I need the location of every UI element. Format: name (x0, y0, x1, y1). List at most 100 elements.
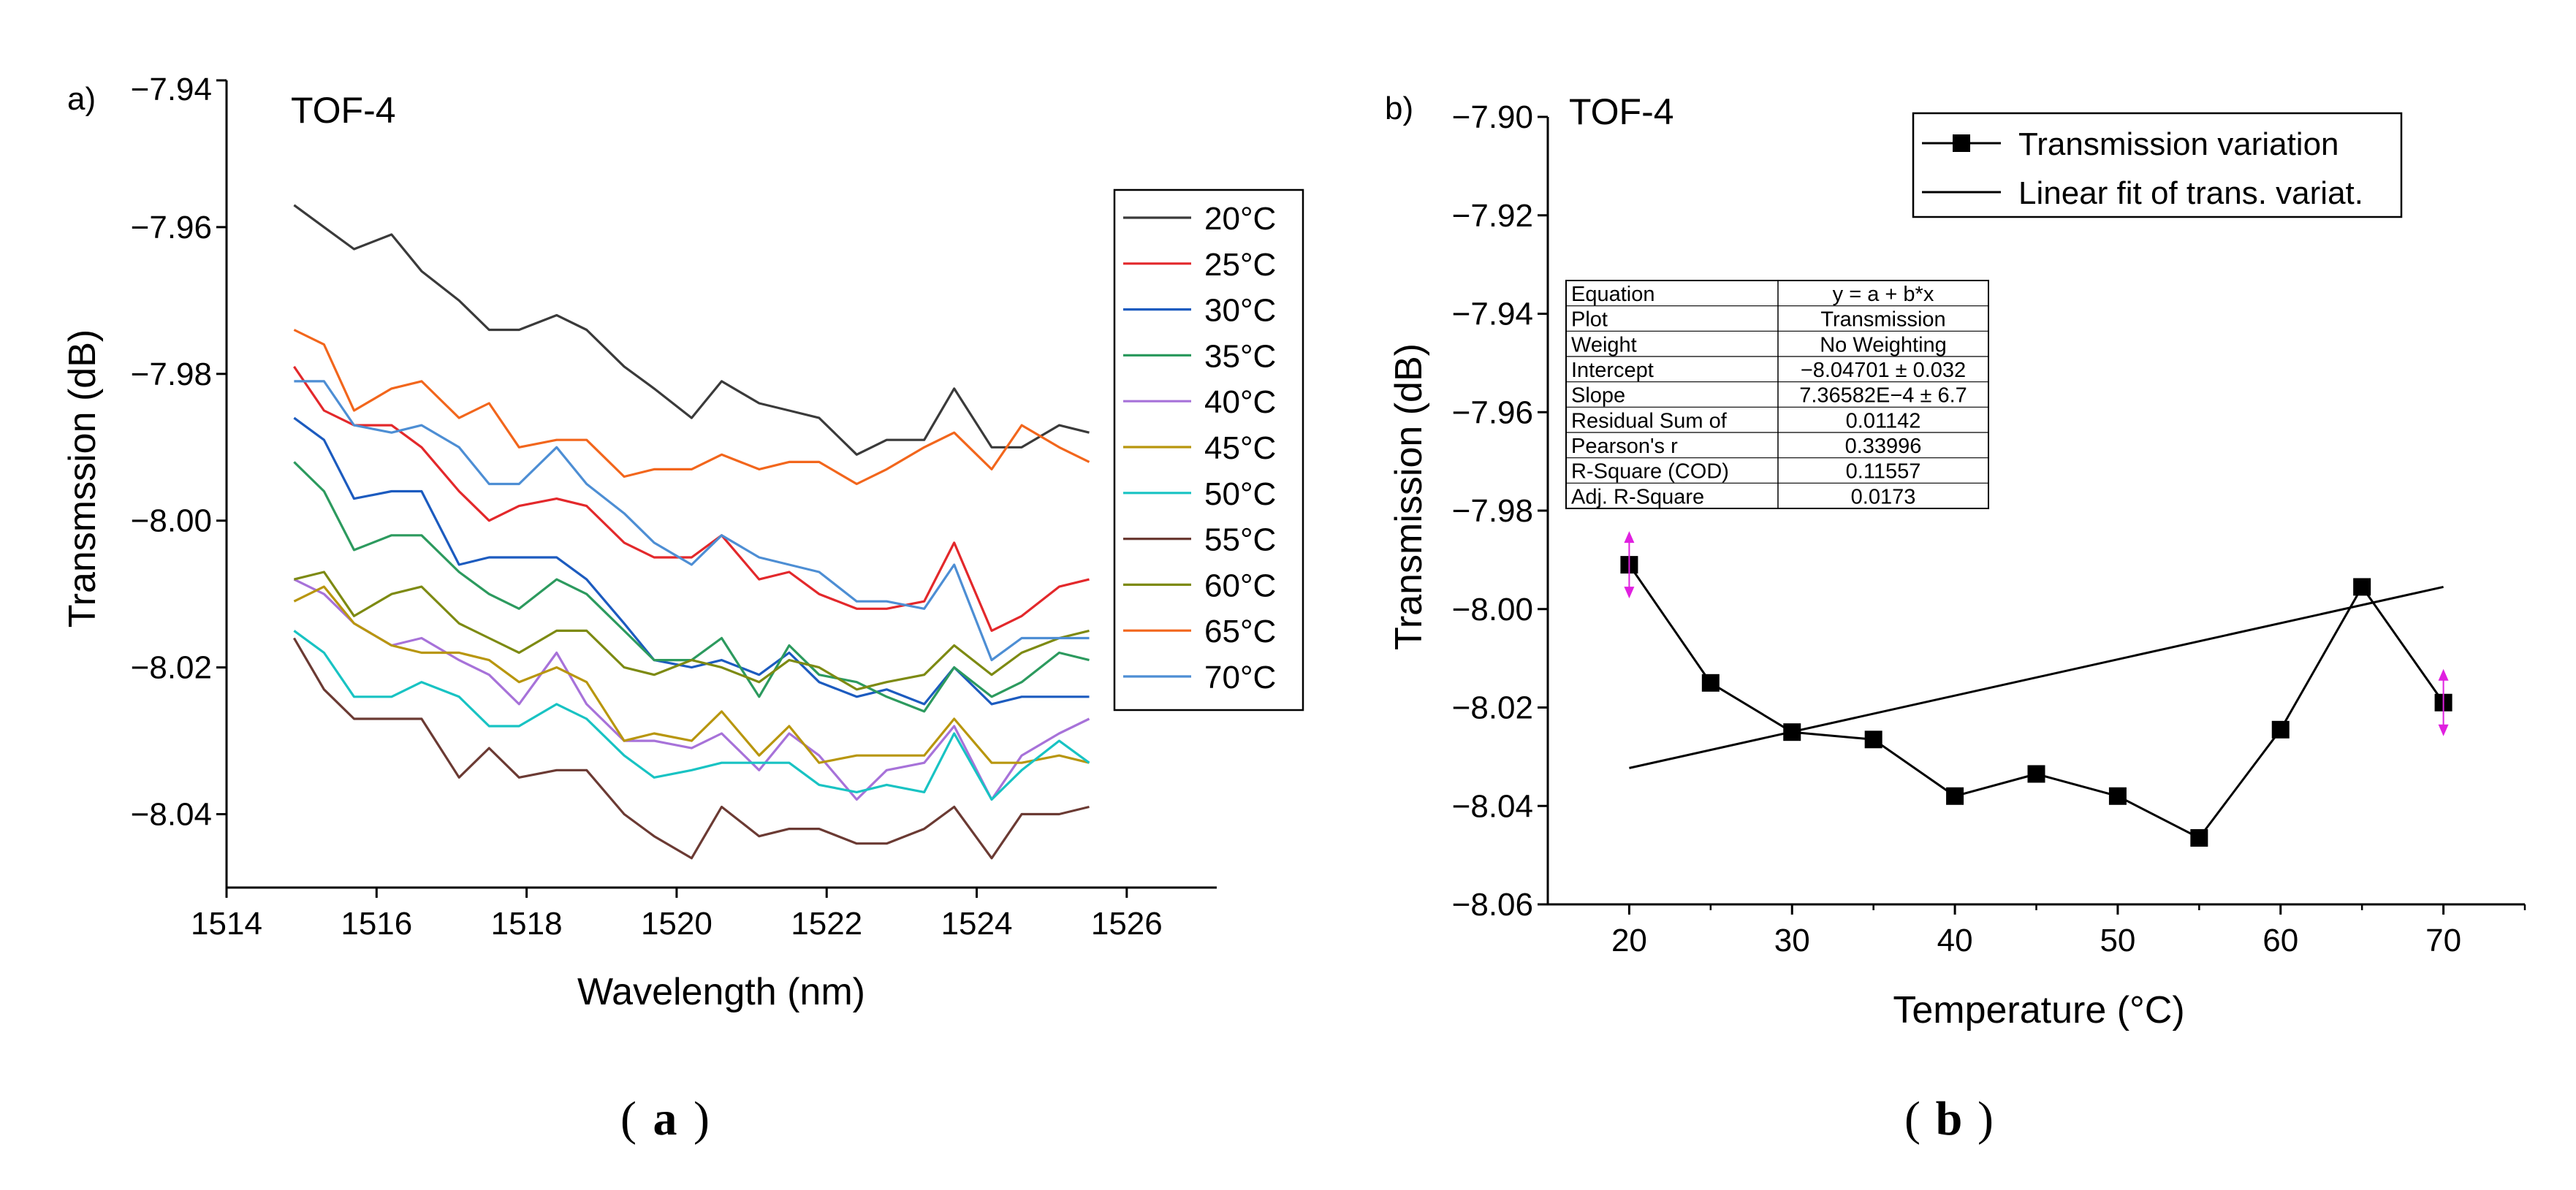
x-tick-label-b: 40 (1937, 923, 1973, 958)
series-line-50c (293, 630, 1090, 801)
caption-a-letter: a (653, 1092, 677, 1145)
stats-value: Transmission (1820, 308, 1945, 332)
x-tick-label-a: 1522 (791, 906, 862, 942)
caption-b-close: ) (1977, 1092, 1994, 1145)
stats-value: −8.04701 ± 0.032 (1801, 359, 1966, 382)
y-tick-label-b: −8.00 (1452, 592, 1533, 628)
x-tick-label-b: 70 (2425, 923, 2461, 958)
x-tick-label-a: 1524 (941, 906, 1013, 942)
caption-a: ( a ) (620, 1092, 710, 1145)
transmission-line (1628, 564, 2444, 839)
y-tick-label-b: −7.98 (1452, 493, 1533, 529)
fit-stats-table: Equation y = a + b*x Plot Transmission Weigh… (1565, 280, 1989, 509)
legend-label-30c: 30°C (1204, 293, 1276, 329)
series-line-65c (293, 329, 1090, 486)
chart-title-a: TOF-4 (291, 90, 396, 131)
stats-value: y = a + b*x (1833, 283, 1934, 306)
y-axis-label-b: Transmission (dB) (1388, 343, 1430, 650)
y-tick-label-a: −8.00 (131, 503, 212, 539)
error-marker-up (2438, 668, 2449, 681)
y-tick-label-b: −7.92 (1452, 198, 1533, 234)
legend-label-35c: 35°C (1204, 338, 1276, 374)
data-point (1946, 787, 1964, 805)
series-line-70c (294, 380, 1090, 662)
x-axis-label-b: Temperature (°C) (1893, 989, 2184, 1031)
y-tick-label-a: −7.98 (131, 356, 212, 392)
legend-b: Transmission variation Linear fit of tra… (1912, 112, 2403, 218)
error-marker-down (1624, 587, 1635, 599)
chart-title-b: TOF-4 (1569, 91, 1674, 132)
x-tick-label-a: 1518 (491, 906, 563, 942)
panel-label-b: b) (1385, 91, 1413, 126)
x-tick-label-a: 1520 (641, 906, 713, 942)
x-axis-label-a: Wavelength (nm) (577, 971, 865, 1013)
y-ticks-a: −7.96 −7.98 −8.00 −8.02 −8.04 (131, 79, 227, 833)
linear-fit-line (1629, 585, 2444, 769)
legend-label-20c: 20°C (1204, 201, 1276, 237)
stats-key: Intercept (1571, 359, 1654, 382)
legend-label-25c: 25°C (1204, 247, 1276, 283)
stats-key: Slope (1571, 384, 1625, 408)
y-tick-label-b: −8.06 (1452, 887, 1533, 923)
stats-value: No Weighting (1820, 333, 1947, 356)
legend-label-55c: 55°C (1204, 522, 1276, 558)
plot-marks-b (1620, 531, 2452, 847)
stats-key: R-Square (COD) (1571, 460, 1729, 484)
legend-label-60c: 60°C (1204, 568, 1276, 603)
x-tick-label-b: 60 (2262, 923, 2298, 958)
stats-value: 7.36582E−4 ± 6.7 (1799, 384, 1967, 408)
stats-key: Weight (1571, 333, 1637, 356)
x-tick-label-b: 50 (2100, 923, 2135, 958)
series-line-20c (293, 204, 1090, 456)
x-ticks-b: 20 30 40 50 60 70 (1611, 904, 2526, 958)
y-tick-label-b: −8.04 (1452, 788, 1533, 824)
legend-label-50c: 50°C (1204, 476, 1276, 512)
series-line-60c (294, 571, 1090, 691)
data-point (2108, 787, 2127, 805)
series-line-35c (293, 461, 1090, 713)
x-ticks-a: 1514 1516 1518 1520 1522 1524 1526 (191, 888, 1163, 942)
stats-key: Equation (1571, 283, 1655, 306)
stats-key: Plot (1571, 308, 1608, 332)
data-point (1783, 723, 1801, 741)
legend-label-fit: Linear fit of trans. variat. (2018, 175, 2363, 211)
legend-a: 20°C 25°C 30°C 35°C 40°C 45°C 50°C 55°C 60°C 65°C… (1113, 188, 1304, 712)
y-tick-label-a: −7.96 (131, 210, 212, 245)
y-tick-label-b: −8.02 (1452, 690, 1533, 726)
y-tick-label-b: −7.90 (1452, 99, 1533, 135)
y-tick-label-a: −8.02 (131, 650, 212, 686)
chart-panel-a: 1514 1516 1518 1520 1522 1524 1526 −7.96−7.98−… (61, 72, 1304, 1013)
stats-value: 0.01142 (1846, 409, 1921, 432)
data-point (2027, 765, 2045, 783)
error-marker-down (2438, 724, 2449, 736)
stats-value: 0.11557 (1846, 460, 1921, 484)
legend-label-45c: 45°C (1204, 430, 1276, 466)
legend-marker-transmission (1953, 134, 1970, 152)
data-point (1701, 674, 1720, 692)
panel-label-a: a) (67, 81, 96, 117)
caption-b: ( b ) (1904, 1092, 1994, 1145)
y-ticks-b: −7.90 −7.92 −7.94 −7.96 −7.98 −8.00 −8.02 −8.04… (1452, 99, 1548, 923)
data-point (1864, 731, 1882, 749)
legend-label-transmission: Transmission variation (2018, 126, 2339, 162)
legend-frame-b (1912, 112, 2403, 218)
x-tick-label-b: 30 (1774, 923, 1810, 958)
y-axis-label-a: Transmssion (dB) (61, 329, 104, 628)
x-tick-label-a: 1526 (1091, 906, 1163, 942)
legend-label-65c: 65°C (1204, 614, 1276, 649)
top-tick-label-a: −7.94 (131, 72, 212, 107)
series-line-55c (293, 637, 1090, 860)
legend-frame-a (1113, 188, 1304, 712)
error-marker-up (1624, 531, 1635, 543)
y-tick-label-b: −7.94 (1452, 297, 1533, 332)
x-tick-label-a: 1516 (341, 906, 412, 942)
stats-key: Residual Sum of (1571, 409, 1728, 432)
series-line-45c (293, 585, 1090, 764)
data-point (2190, 829, 2208, 847)
stats-table-frame (1565, 280, 1989, 509)
caption-a-close: ) (694, 1092, 710, 1145)
series-group-a (293, 204, 1090, 860)
caption-b-open: ( (1904, 1092, 1920, 1145)
data-point (2271, 720, 2290, 739)
